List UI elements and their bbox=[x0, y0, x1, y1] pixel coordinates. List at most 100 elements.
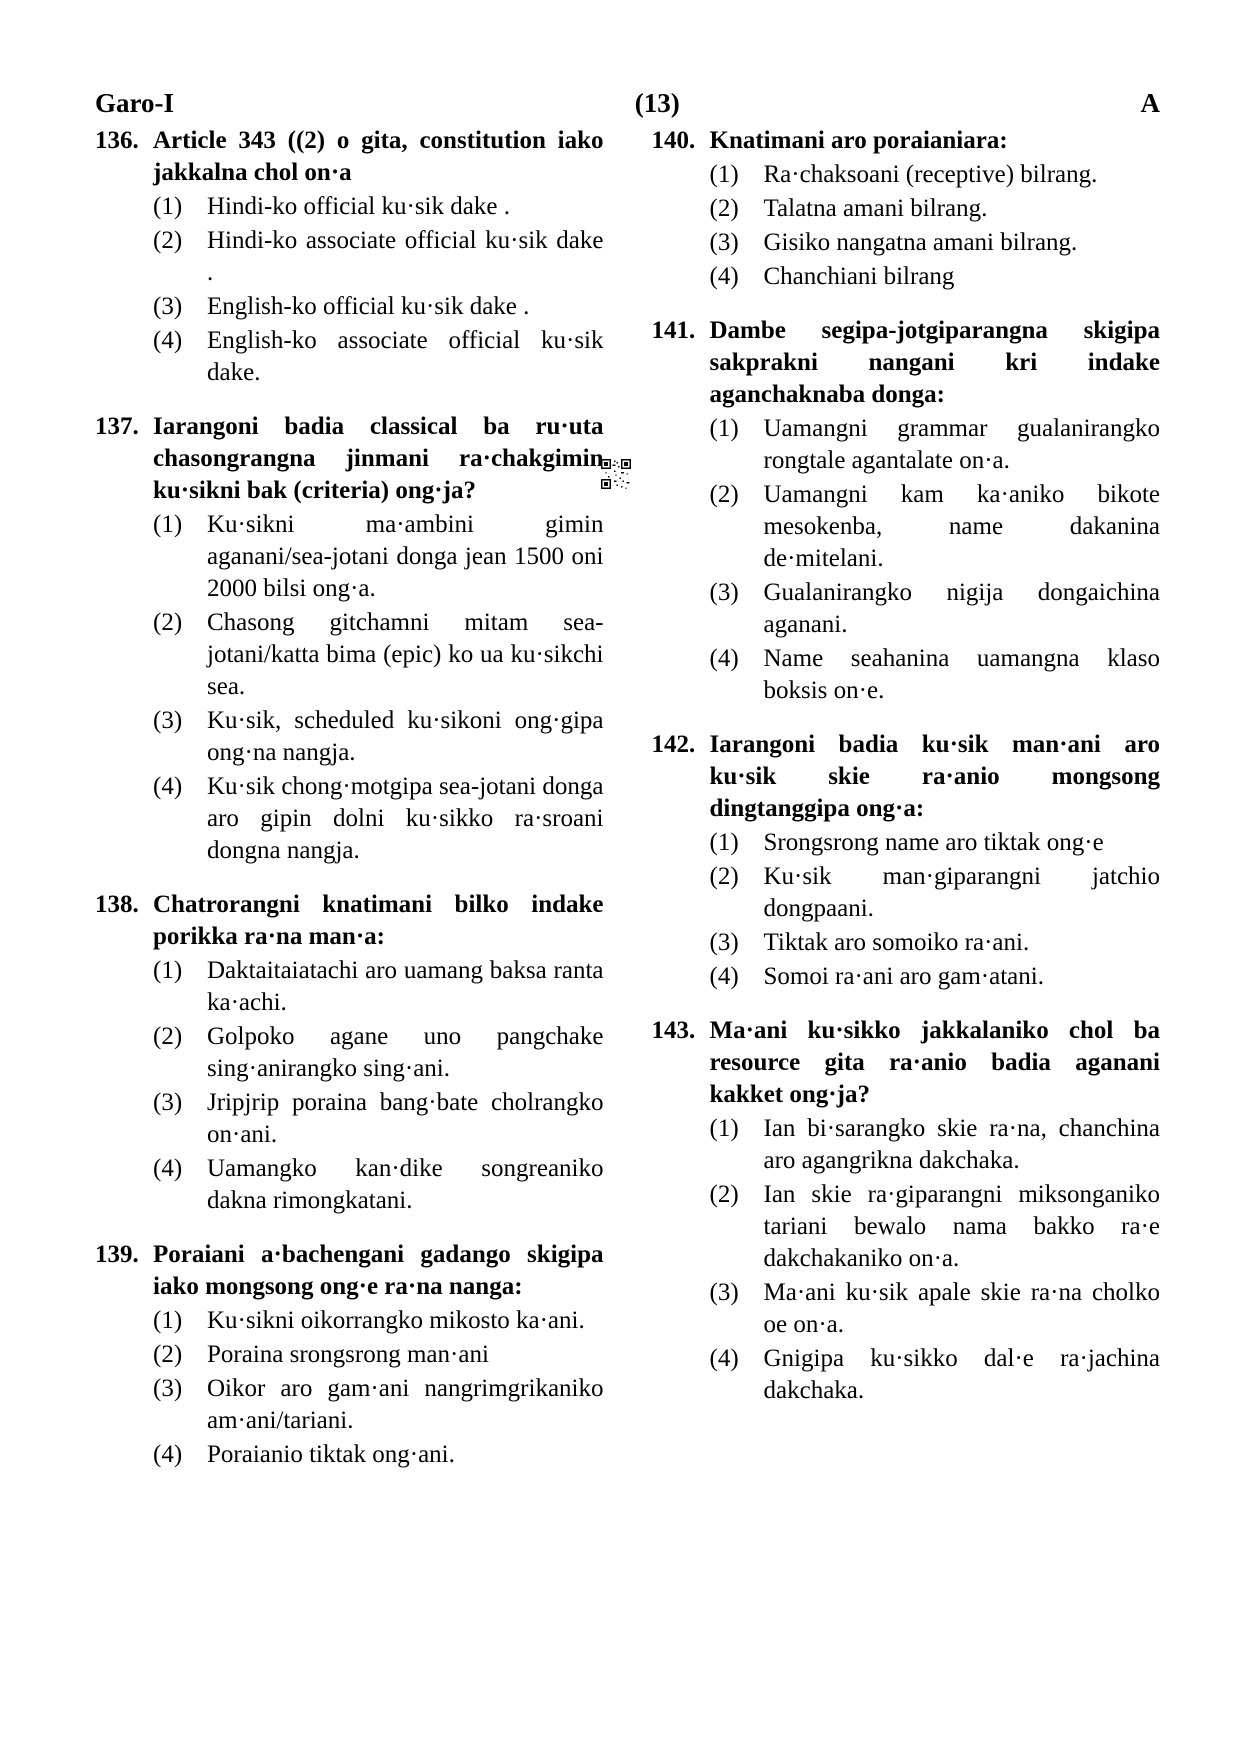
question-number: 139. bbox=[95, 1239, 153, 1303]
question-text: Chatrorangni knatimani bilko indake pori… bbox=[153, 889, 604, 953]
option: (1)Daktaitaiatachi aro uamang baksa rant… bbox=[153, 955, 604, 1019]
option-number: (4) bbox=[153, 1439, 207, 1471]
question-text: Iarangoni badia ku·sik man·ani aro ku·si… bbox=[710, 729, 1161, 825]
option-number: (3) bbox=[153, 291, 207, 323]
option: (4)Ku·sik chong·motgipa sea-jotani donga… bbox=[153, 771, 604, 867]
right-question: 143.Ma·ani ku·sikko jakkalaniko chol ba … bbox=[652, 1015, 1161, 1407]
option: (3)Jripjrip poraina bang·bate cholrangko… bbox=[153, 1087, 604, 1151]
header-left: Garo-I bbox=[95, 88, 174, 119]
option: (1)Ian bi·sarangko skie ra·na, chanchina… bbox=[710, 1113, 1161, 1177]
right-question: 140.Knatimani aro poraianiara:(1)Ra·chak… bbox=[652, 125, 1161, 293]
option-number: (3) bbox=[710, 227, 764, 259]
question-heading: 136.Article 343 ((2) o gita, constitutio… bbox=[95, 125, 604, 189]
options-list: (1)Ku·sikni oikorrangko mikosto ka·ani.(… bbox=[153, 1305, 604, 1471]
right-column: 140.Knatimani aro poraianiara:(1)Ra·chak… bbox=[652, 125, 1161, 1493]
option: (2)Talatna amani bilrang. bbox=[710, 193, 1161, 225]
option-number: (4) bbox=[153, 1153, 207, 1217]
option: (1)Hindi-ko official ku·sik dake . bbox=[153, 191, 604, 223]
option-text: Chanchiani bilrang bbox=[764, 261, 1161, 293]
question-heading: 140.Knatimani aro poraianiara: bbox=[652, 125, 1161, 157]
option: (4)Name seahanina uamangna klaso boksis … bbox=[710, 643, 1161, 707]
option-number: (2) bbox=[710, 1179, 764, 1275]
option-number: (2) bbox=[153, 1021, 207, 1085]
question-text: Iarangoni badia classical ba ru·uta chas… bbox=[153, 411, 604, 507]
options-list: (1)Ra·chaksoani (receptive) bilrang.(2)T… bbox=[710, 159, 1161, 293]
option: (4)Chanchiani bilrang bbox=[710, 261, 1161, 293]
option-text: Ian skie ra·giparangni miksonganiko tari… bbox=[764, 1179, 1161, 1275]
option: (4)Gnigipa ku·sikko dal·e ra·jachina dak… bbox=[710, 1343, 1161, 1407]
right-question: 141.Dambe segipa-jotgiparangna skigipa s… bbox=[652, 315, 1161, 707]
option-number: (2) bbox=[710, 193, 764, 225]
option: (3)English-ko official ku·sik dake . bbox=[153, 291, 604, 323]
option-number: (3) bbox=[153, 1087, 207, 1151]
option: (3)Ma·ani ku·sik apale skie ra·na cholko… bbox=[710, 1277, 1161, 1341]
option-text: Ma·ani ku·sik apale skie ra·na cholko oe… bbox=[764, 1277, 1161, 1341]
left-question: 136.Article 343 ((2) o gita, constitutio… bbox=[95, 125, 604, 389]
option-number: (3) bbox=[710, 927, 764, 959]
header-center: (13) bbox=[635, 88, 680, 119]
option-text: Gnigipa ku·sikko dal·e ra·jachina dakcha… bbox=[764, 1343, 1161, 1407]
left-question: 138.Chatrorangni knatimani bilko indake … bbox=[95, 889, 604, 1217]
question-number: 137. bbox=[95, 411, 153, 507]
option-text: Ku·sikni oikorrangko mikosto ka·ani. bbox=[207, 1305, 604, 1337]
question-text: Ma·ani ku·sikko jakkalaniko chol ba reso… bbox=[710, 1015, 1161, 1111]
option: (3)Oikor aro gam·ani nangrimgrikaniko am… bbox=[153, 1373, 604, 1437]
option-text: Name seahanina uamangna klaso boksis on·… bbox=[764, 643, 1161, 707]
option-text: Ra·chaksoani (receptive) bilrang. bbox=[764, 159, 1161, 191]
columns: 136.Article 343 ((2) o gita, constitutio… bbox=[95, 125, 1160, 1493]
question-text: Knatimani aro poraianiara: bbox=[710, 125, 1161, 157]
option-number: (1) bbox=[153, 1305, 207, 1337]
option: (1)Uamangni grammar gualanirangko rongta… bbox=[710, 413, 1161, 477]
right-question: 142.Iarangoni badia ku·sik man·ani aro k… bbox=[652, 729, 1161, 993]
option-text: Golpoko agane uno pangchake sing·anirang… bbox=[207, 1021, 604, 1085]
option-number: (2) bbox=[153, 1339, 207, 1371]
option: (1)Ra·chaksoani (receptive) bilrang. bbox=[710, 159, 1161, 191]
option-text: Ku·sik man·giparangni jatchio dongpaani. bbox=[764, 861, 1161, 925]
question-heading: 142.Iarangoni badia ku·sik man·ani aro k… bbox=[652, 729, 1161, 825]
option-text: Hindi-ko official ku·sik dake . bbox=[207, 191, 604, 223]
option: (4)Poraianio tiktak ong·ani. bbox=[153, 1439, 604, 1471]
options-list: (1)Ku·sikni ma·ambini gimin aganani/sea-… bbox=[153, 509, 604, 867]
option-text: Ku·sik chong·motgipa sea-jotani donga ar… bbox=[207, 771, 604, 867]
question-number: 138. bbox=[95, 889, 153, 953]
header-right: A bbox=[1140, 88, 1160, 119]
left-question: 139.Poraiani a·bachengani gadango skigip… bbox=[95, 1239, 604, 1471]
option-number: (4) bbox=[153, 325, 207, 389]
option-number: (3) bbox=[153, 1373, 207, 1437]
option: (4)Somoi ra·ani aro gam·atani. bbox=[710, 961, 1161, 993]
option-number: (2) bbox=[710, 479, 764, 575]
question-number: 136. bbox=[95, 125, 153, 189]
option-text: Talatna amani bilrang. bbox=[764, 193, 1161, 225]
option-text: Ian bi·sarangko skie ra·na, chanchina ar… bbox=[764, 1113, 1161, 1177]
page: Garo-I (13) A 136.Article 343 ((2) o git… bbox=[0, 0, 1240, 1754]
option: (2)Golpoko agane uno pangchake sing·anir… bbox=[153, 1021, 604, 1085]
question-text: Dambe segipa-jotgiparangna skigipa sakpr… bbox=[710, 315, 1161, 411]
option-number: (2) bbox=[153, 225, 207, 289]
option-number: (2) bbox=[153, 607, 207, 703]
option-number: (1) bbox=[153, 509, 207, 605]
option-number: (2) bbox=[710, 861, 764, 925]
option: (3)Ku·sik, scheduled ku·sikoni ong·gipa … bbox=[153, 705, 604, 769]
option-number: (4) bbox=[710, 643, 764, 707]
option-text: Chasong gitchamni mitam sea-jotani/katta… bbox=[207, 607, 604, 703]
option-number: (3) bbox=[710, 577, 764, 641]
option-text: Poraina srongsrong man·ani bbox=[207, 1339, 604, 1371]
option-text: English-ko official ku·sik dake . bbox=[207, 291, 604, 323]
option: (2)Ian skie ra·giparangni miksonganiko t… bbox=[710, 1179, 1161, 1275]
option-number: (1) bbox=[153, 191, 207, 223]
options-list: (1)Daktaitaiatachi aro uamang baksa rant… bbox=[153, 955, 604, 1217]
option-number: (4) bbox=[710, 961, 764, 993]
option-number: (4) bbox=[710, 1343, 764, 1407]
question-number: 142. bbox=[652, 729, 710, 825]
option-text: Daktaitaiatachi aro uamang baksa ranta k… bbox=[207, 955, 604, 1019]
question-text: Poraiani a·bachengani gadango skigipa ia… bbox=[153, 1239, 604, 1303]
option-text: Tiktak aro somoiko ra·ani. bbox=[764, 927, 1161, 959]
option-number: (1) bbox=[710, 413, 764, 477]
question-number: 143. bbox=[652, 1015, 710, 1111]
left-column: 136.Article 343 ((2) o gita, constitutio… bbox=[95, 125, 604, 1493]
option: (1)Ku·sikni oikorrangko mikosto ka·ani. bbox=[153, 1305, 604, 1337]
question-number: 140. bbox=[652, 125, 710, 157]
option-text: Uamangni grammar gualanirangko rongtale … bbox=[764, 413, 1161, 477]
option: (4)English-ko associate official ku·sik … bbox=[153, 325, 604, 389]
option-text: Poraianio tiktak ong·ani. bbox=[207, 1439, 604, 1471]
